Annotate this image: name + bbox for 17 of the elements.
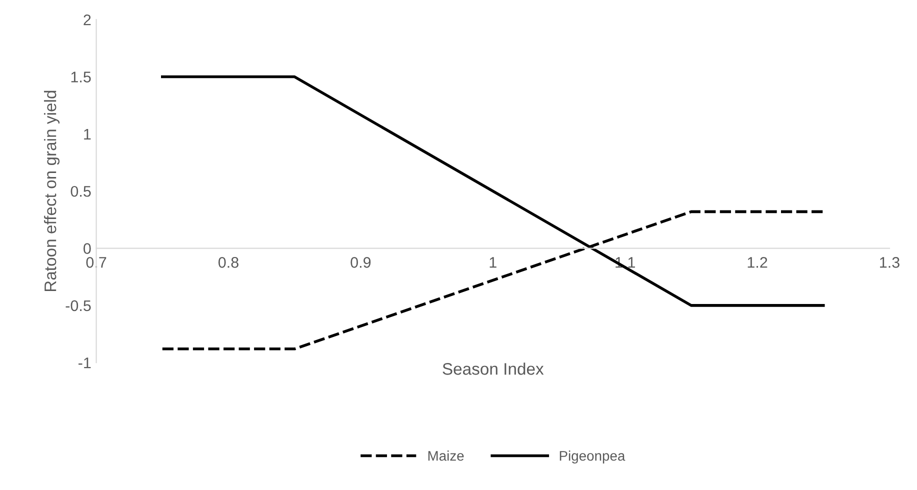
legend-label: Maize [428,450,464,461]
y-tick-label: -0.5 [66,300,91,312]
y-tick-label: 2 [84,14,91,26]
y-axis-title: Ratoon effect on grain yield [44,90,60,292]
x-axis-title: Season Index [442,362,544,375]
x-tick-label: 0.9 [350,257,371,268]
x-tick-label: 1.2 [748,257,768,268]
y-tick-label: 1 [84,128,91,140]
legend-label: Pigeonpea [560,450,626,464]
x-tick-label: 1 [490,257,496,268]
x-tick-label: 1.3 [880,257,900,268]
x-tick-label: 0.8 [218,257,238,268]
y-tick-label: 0.5 [70,186,91,197]
y-tick-label: -1 [78,358,91,368]
y-tick-label: 0 [84,243,91,254]
y-tick-label: 1.5 [71,72,91,82]
x-tick-label: 0.7 [86,257,106,268]
